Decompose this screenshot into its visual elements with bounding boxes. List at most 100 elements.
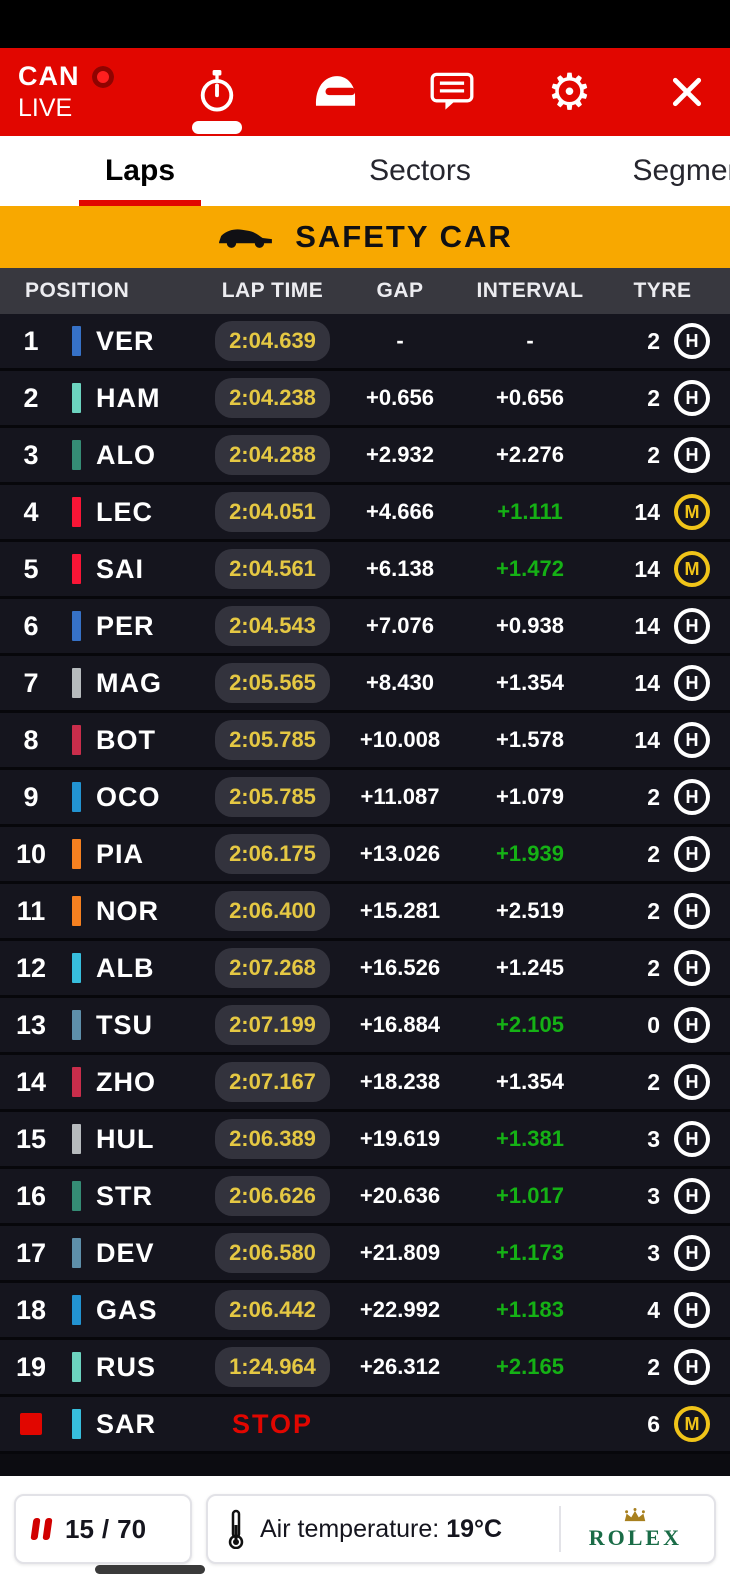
table-row[interactable]: 16 STR 2:06.626 +20.636 +1.017 3 H bbox=[0, 1169, 730, 1226]
lap-time: STOP bbox=[231, 1408, 314, 1439]
team-color-bar bbox=[71, 554, 81, 584]
team-color-bar bbox=[71, 1010, 81, 1040]
lap-time: 2:06.175 bbox=[215, 834, 330, 874]
tyre-compound-icon: H bbox=[674, 779, 710, 815]
gear-glyph: ⚙ bbox=[547, 63, 592, 121]
gap-value: +22.992 bbox=[359, 1297, 441, 1322]
table-row[interactable]: 2 HAM 2:04.238 +0.656 +0.656 2 H bbox=[0, 371, 730, 428]
team-color-cell bbox=[62, 326, 90, 356]
tyre-laps: 2 bbox=[647, 840, 660, 867]
tab-sectors[interactable]: Sectors bbox=[369, 154, 471, 187]
table-row[interactable]: 5 SAI 2:04.561 +6.138 +1.472 14 M bbox=[0, 542, 730, 599]
team-color-bar bbox=[71, 611, 81, 641]
card-divider bbox=[558, 1506, 561, 1552]
position-cell: 5 bbox=[0, 554, 62, 585]
tyre-laps: 3 bbox=[647, 1182, 660, 1209]
gap-value: +21.809 bbox=[359, 1240, 441, 1265]
position-cell: 3 bbox=[0, 440, 62, 471]
table-row[interactable]: SAR STOP 6 M bbox=[0, 1397, 730, 1454]
tab-laps[interactable]: Laps bbox=[0, 136, 280, 206]
tyre-cell: 3 H bbox=[595, 1235, 730, 1271]
table-row[interactable]: 18 GAS 2:06.442 +22.992 +1.183 4 H bbox=[0, 1283, 730, 1340]
position-number: 18 bbox=[15, 1294, 47, 1325]
position-cell: 14 bbox=[0, 1067, 62, 1098]
team-color-cell bbox=[62, 839, 90, 869]
team-color-cell bbox=[62, 668, 90, 698]
table-row[interactable]: 7 MAG 2:05.565 +8.430 +1.354 14 H bbox=[0, 656, 730, 713]
table-row[interactable]: 11 NOR 2:06.400 +15.281 +2.519 2 H bbox=[0, 884, 730, 941]
live-label: LIVE bbox=[18, 94, 73, 122]
comments-icon[interactable] bbox=[423, 48, 481, 136]
gap-value: +18.238 bbox=[359, 1069, 441, 1094]
footer-bar: 15 / 70 Air temperature: 19°C bbox=[0, 1476, 730, 1582]
driver-code: ALO bbox=[96, 439, 156, 470]
tyre-laps: 2 bbox=[647, 1068, 660, 1095]
tyre-compound-icon: H bbox=[674, 1007, 710, 1043]
position-cell: 13 bbox=[0, 1010, 62, 1041]
tyre-laps: 6 bbox=[647, 1410, 660, 1437]
tyre-compound-icon: H bbox=[674, 1235, 710, 1271]
team-color-cell bbox=[62, 1067, 90, 1097]
table-row[interactable]: 6 PER 2:04.543 +7.076 +0.938 14 H bbox=[0, 599, 730, 656]
position-number: 6 bbox=[23, 610, 39, 641]
interval-value: +2.105 bbox=[496, 1012, 564, 1037]
tyre-laps: 3 bbox=[647, 1125, 660, 1152]
lap-time: 2:04.543 bbox=[215, 606, 330, 646]
team-color-bar bbox=[71, 725, 81, 755]
tyre-compound-icon: H bbox=[674, 1064, 710, 1100]
settings-icon[interactable]: ⚙ bbox=[541, 48, 599, 136]
table-row[interactable]: 9 OCO 2:05.785 +11.087 +1.079 2 H bbox=[0, 770, 730, 827]
team-color-cell bbox=[62, 383, 90, 413]
tab-segments[interactable]: Segments bbox=[632, 154, 730, 187]
helmet-icon[interactable] bbox=[306, 48, 364, 136]
tyre-cell: 2 H bbox=[595, 1349, 730, 1385]
tyre-cell: 14 H bbox=[595, 722, 730, 758]
table-row[interactable]: 10 PIA 2:06.175 +13.026 +1.939 2 H bbox=[0, 827, 730, 884]
position-number: 16 bbox=[15, 1180, 47, 1211]
tyre-laps: 14 bbox=[634, 498, 660, 525]
table-row[interactable]: 14 ZHO 2:07.167 +18.238 +1.354 2 H bbox=[0, 1055, 730, 1112]
table-row[interactable]: 8 BOT 2:05.785 +10.008 +1.578 14 H bbox=[0, 713, 730, 770]
driver-code: LEC bbox=[96, 496, 153, 527]
table-row[interactable]: 19 RUS 1:24.964 +26.312 +2.165 2 H bbox=[0, 1340, 730, 1397]
position-number: 8 bbox=[23, 724, 39, 755]
table-row[interactable]: 1 VER 2:04.639 - - 2 H bbox=[0, 314, 730, 371]
tyre-laps: 2 bbox=[647, 783, 660, 810]
lap-time: 2:04.288 bbox=[215, 435, 330, 475]
lap-time: 2:06.400 bbox=[215, 891, 330, 931]
lap-counter-card[interactable]: 15 / 70 bbox=[14, 1494, 192, 1564]
channel-live-indicator: CAN LIVE bbox=[18, 61, 148, 123]
driver-code: GAS bbox=[96, 1294, 158, 1325]
tyre-cell: 2 H bbox=[595, 437, 730, 473]
tyre-cell: 2 H bbox=[595, 893, 730, 929]
tyre-compound-icon: H bbox=[674, 1349, 710, 1385]
team-color-bar bbox=[71, 668, 81, 698]
table-row[interactable]: 4 LEC 2:04.051 +4.666 +1.111 14 M bbox=[0, 485, 730, 542]
driver-code: ALB bbox=[96, 952, 155, 983]
tyre-cell: 3 H bbox=[595, 1178, 730, 1214]
close-icon[interactable] bbox=[658, 48, 716, 136]
tyre-cell: 2 H bbox=[595, 779, 730, 815]
channel-label: CAN bbox=[18, 61, 80, 91]
interval-value: +1.017 bbox=[496, 1183, 564, 1208]
lap-time: 2:07.199 bbox=[215, 1005, 330, 1045]
gap-value: +15.281 bbox=[359, 898, 441, 923]
table-row[interactable]: 3 ALO 2:04.288 +2.932 +2.276 2 H bbox=[0, 428, 730, 485]
tyre-compound-icon: H bbox=[674, 722, 710, 758]
tyre-laps: 2 bbox=[647, 384, 660, 411]
position-number: 9 bbox=[23, 781, 39, 812]
table-row[interactable]: 17 DEV 2:06.580 +21.809 +1.173 3 H bbox=[0, 1226, 730, 1283]
tyre-laps: 14 bbox=[634, 669, 660, 696]
team-color-cell bbox=[62, 1409, 90, 1439]
table-row[interactable]: 13 TSU 2:07.199 +16.884 +2.105 0 H bbox=[0, 998, 730, 1055]
home-indicator[interactable] bbox=[95, 1565, 205, 1574]
close-glyph bbox=[672, 77, 702, 107]
timer-icon[interactable] bbox=[188, 48, 246, 136]
table-row[interactable]: 12 ALB 2:07.268 +16.526 +1.245 2 H bbox=[0, 941, 730, 998]
tyre-compound-icon: M bbox=[674, 494, 710, 530]
tyre-cell: 2 H bbox=[595, 1064, 730, 1100]
team-color-cell bbox=[62, 1295, 90, 1325]
table-row[interactable]: 15 HUL 2:06.389 +19.619 +1.381 3 H bbox=[0, 1112, 730, 1169]
rolex-wordmark: ROLEX bbox=[588, 1524, 682, 1550]
gap-value: +16.526 bbox=[359, 955, 441, 980]
